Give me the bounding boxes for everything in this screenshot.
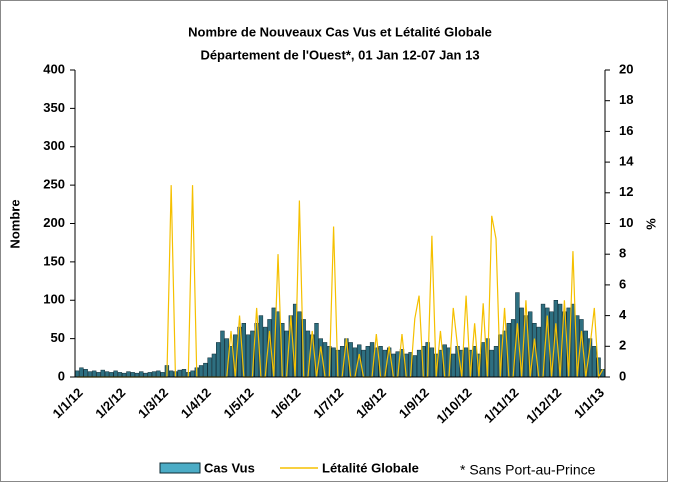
bar <box>297 311 302 378</box>
y2-tick-label: 6 <box>619 276 626 291</box>
bar <box>288 315 294 378</box>
chart-title: Nombre de Nouveaux Cas Vus et Létalité G… <box>188 24 492 39</box>
y-axis-label: Nombre <box>7 199 22 248</box>
bar <box>126 371 131 378</box>
y-tick-label: 50 <box>51 330 65 345</box>
bar <box>177 369 182 378</box>
y2-tick-label: 16 <box>619 123 633 138</box>
bar <box>220 330 225 378</box>
bar <box>156 370 161 378</box>
bar <box>275 311 281 378</box>
y2-tick-label: 18 <box>619 92 633 107</box>
y-tick-label: 350 <box>43 100 65 115</box>
y-tick-label: 400 <box>43 61 65 76</box>
bar <box>104 371 110 378</box>
legend-label: Létalité Globale <box>322 460 419 475</box>
bar <box>130 372 135 378</box>
bar <box>481 342 486 378</box>
y-tick-label: 250 <box>43 177 65 192</box>
bar <box>168 370 174 378</box>
y-tick-label: 0 <box>58 368 65 383</box>
y2-tick-label: 10 <box>619 215 633 230</box>
bar <box>412 355 417 378</box>
bar <box>438 349 443 378</box>
bar <box>211 353 217 378</box>
y2-tick-label: 8 <box>619 246 626 261</box>
bar <box>365 346 370 378</box>
bar <box>181 369 187 378</box>
bar <box>570 303 576 378</box>
bar <box>429 347 435 378</box>
y-tick-label: 300 <box>43 138 65 153</box>
legend-label: Cas Vus <box>204 460 255 475</box>
annotation: * Sans Port-au-Prince <box>460 462 596 478</box>
bar <box>139 371 144 378</box>
bar <box>331 347 336 378</box>
bar <box>79 367 84 378</box>
y-tick-label: 100 <box>43 292 65 307</box>
legend-swatch <box>159 462 201 474</box>
bar <box>160 372 165 378</box>
bar <box>472 346 477 378</box>
bar <box>463 347 469 378</box>
bar <box>207 357 212 378</box>
bar <box>96 372 101 378</box>
bar <box>151 371 157 378</box>
bar <box>263 326 268 378</box>
bar <box>451 353 456 378</box>
y2-tick-label: 12 <box>619 184 633 199</box>
bar <box>190 370 195 378</box>
bar <box>416 349 422 378</box>
chart-subtitle: Département de l'Ouest*, 01 Jan 12-07 Ja… <box>200 47 479 62</box>
bar <box>109 372 114 378</box>
bar <box>245 334 251 378</box>
bar <box>493 346 499 378</box>
bar <box>203 362 208 378</box>
y2-tick-label: 4 <box>619 307 627 322</box>
bar <box>198 365 204 378</box>
bar <box>113 370 118 378</box>
bar <box>147 372 152 378</box>
bar <box>455 346 460 378</box>
bar <box>117 372 123 378</box>
bar <box>100 369 105 378</box>
bar <box>83 369 88 378</box>
bar <box>344 338 349 378</box>
bar <box>592 346 597 378</box>
bar <box>322 342 328 378</box>
bar <box>216 342 221 378</box>
y2-tick-label: 2 <box>619 338 626 353</box>
bar <box>74 370 80 378</box>
y2-tick-label: 14 <box>619 154 634 169</box>
y2-axis-label: % <box>644 218 659 230</box>
y2-tick-label: 0 <box>619 368 626 383</box>
y-tick-label: 200 <box>43 215 65 230</box>
bar <box>489 349 494 378</box>
y-tick-label: 150 <box>43 253 65 268</box>
bar <box>510 319 516 378</box>
bar <box>92 370 97 378</box>
y2-tick-label: 20 <box>619 61 633 76</box>
bar <box>305 330 311 378</box>
bar <box>87 371 93 378</box>
